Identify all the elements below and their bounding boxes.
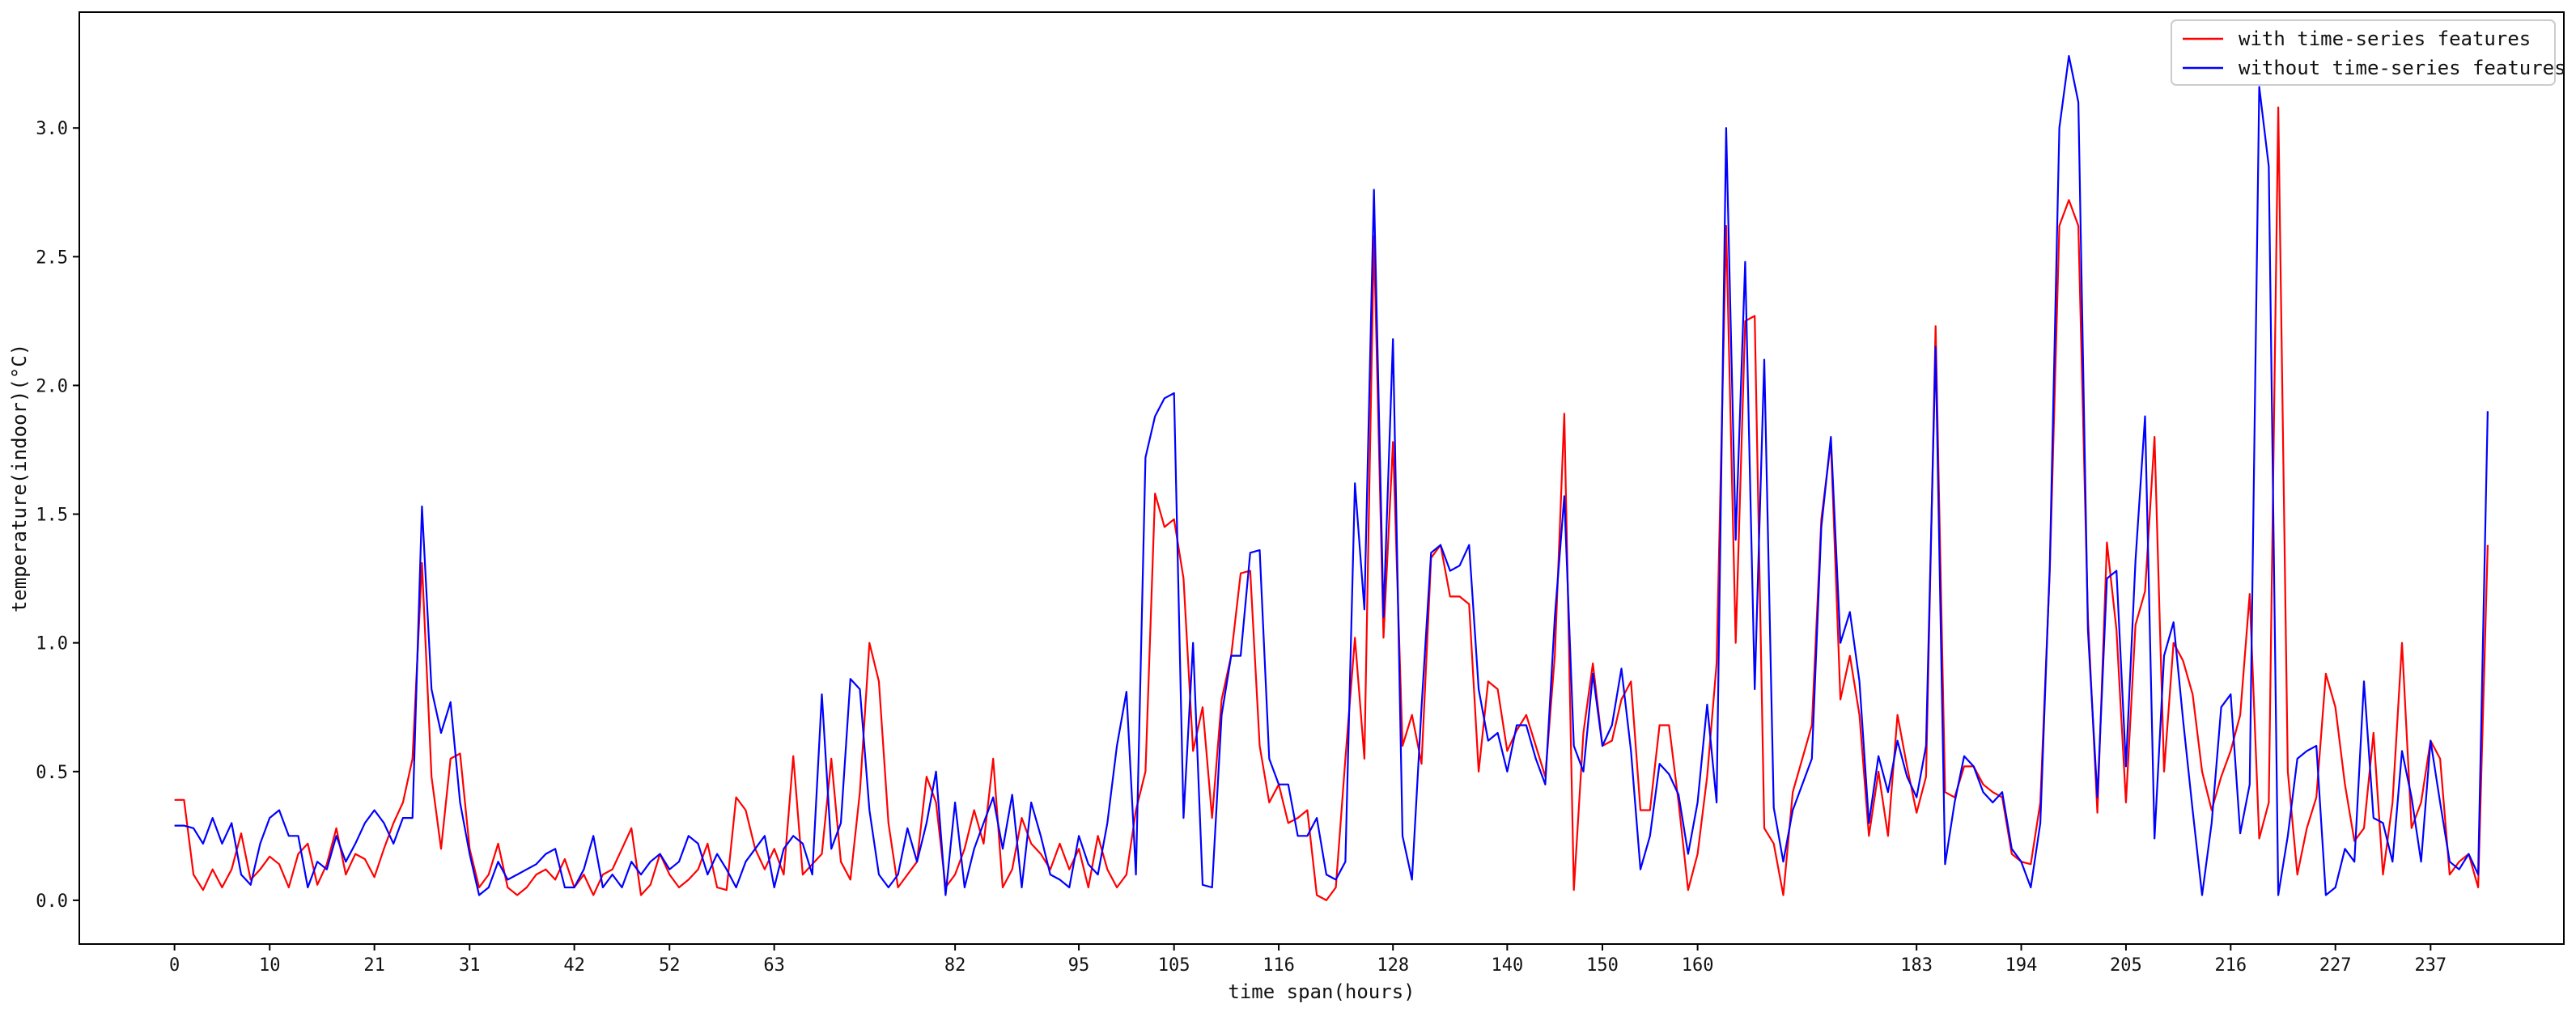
x-axis-ticks: 0 10 21 31 42 52 63 82 95 105 116 128 140 150 160 183 19… [169, 944, 2447, 976]
y-tick-label: 0.0 [36, 891, 68, 912]
x-tick-label: 10 [259, 955, 281, 976]
x-tick-label: 216 [2214, 955, 2247, 976]
y-tick-label: 1.5 [36, 506, 68, 526]
x-tick-label: 227 [2319, 955, 2352, 976]
legend-label-without: without time-series features [2239, 57, 2566, 79]
y-axis-label: temperature(indoor)(°C) [8, 344, 31, 612]
x-tick-label: 160 [1682, 955, 1714, 976]
x-tick-label: 0 [169, 955, 180, 976]
x-tick-label: 42 [563, 955, 585, 976]
series-layer [174, 55, 2489, 901]
series-line-without-time-series [174, 55, 2489, 896]
y-tick-label: 0.5 [36, 763, 68, 783]
y-tick-label: 1.0 [36, 634, 68, 654]
x-tick-label: 150 [1586, 955, 1619, 976]
x-tick-label: 116 [1263, 955, 1295, 976]
x-tick-label: 31 [459, 955, 481, 976]
x-tick-label: 63 [763, 955, 785, 976]
x-tick-label: 21 [363, 955, 385, 976]
x-tick-label: 237 [2414, 955, 2447, 976]
y-axis-ticks: 0.0 0.5 1.0 1.5 2.0 2.5 3.0 [36, 119, 79, 912]
x-tick-label: 105 [1158, 955, 1190, 976]
x-axis-label: time span(hours) [1228, 980, 1415, 1003]
legend: with time-series features without time-s… [2171, 19, 2566, 86]
plot-frame [79, 11, 2565, 945]
x-tick-label: 194 [2005, 955, 2038, 976]
legend-label-with: with time-series features [2239, 28, 2531, 50]
x-tick-label: 205 [2110, 955, 2142, 976]
x-tick-label: 95 [1068, 955, 1090, 976]
x-tick-label: 140 [1491, 955, 1523, 976]
y-tick-label: 2.0 [36, 376, 68, 396]
x-tick-label: 128 [1377, 955, 1409, 976]
x-tick-label: 183 [1900, 955, 1933, 976]
legend-box [2171, 19, 2556, 86]
x-tick-label: 52 [659, 955, 681, 976]
x-tick-label: 82 [944, 955, 966, 976]
y-tick-label: 2.5 [36, 248, 68, 268]
y-tick-label: 3.0 [36, 119, 68, 139]
